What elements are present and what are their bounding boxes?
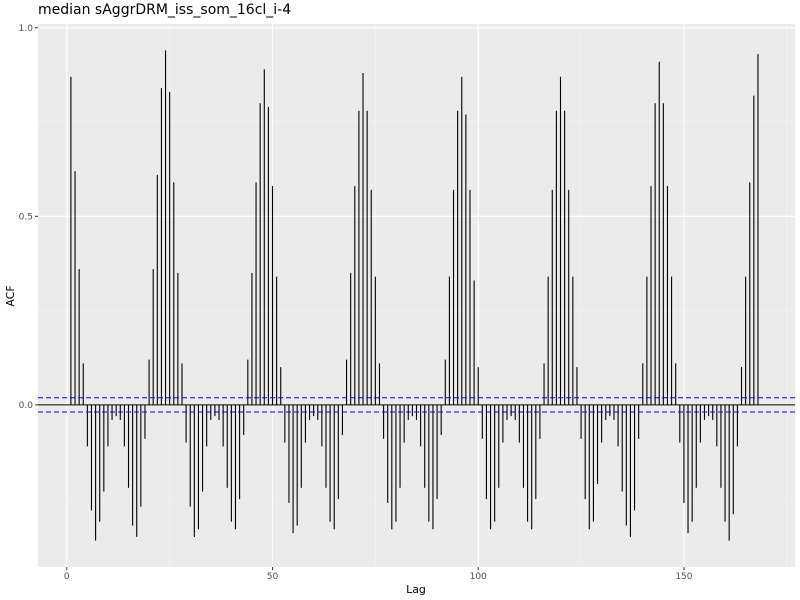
y-axis-ticks: 0.0 0.5 1.0 <box>19 24 38 411</box>
y-tick-label: 1.0 <box>19 24 34 34</box>
chart-title: median sAggrDRM_iss_som_16cl_i-4 <box>38 2 292 18</box>
x-axis-title: Lag <box>406 583 426 596</box>
x-tick-label: 0 <box>64 572 70 582</box>
x-axis-ticks: 0 50 100 150 <box>64 567 693 582</box>
y-axis-title: ACF <box>4 285 17 306</box>
x-tick-label: 50 <box>267 572 279 582</box>
acf-bars <box>70 50 759 541</box>
y-tick-label: 0.0 <box>19 401 34 411</box>
plot-panel <box>38 24 795 567</box>
x-tick-label: 100 <box>470 572 487 582</box>
x-tick-label: 150 <box>675 572 692 582</box>
y-tick-label: 0.5 <box>19 212 33 222</box>
